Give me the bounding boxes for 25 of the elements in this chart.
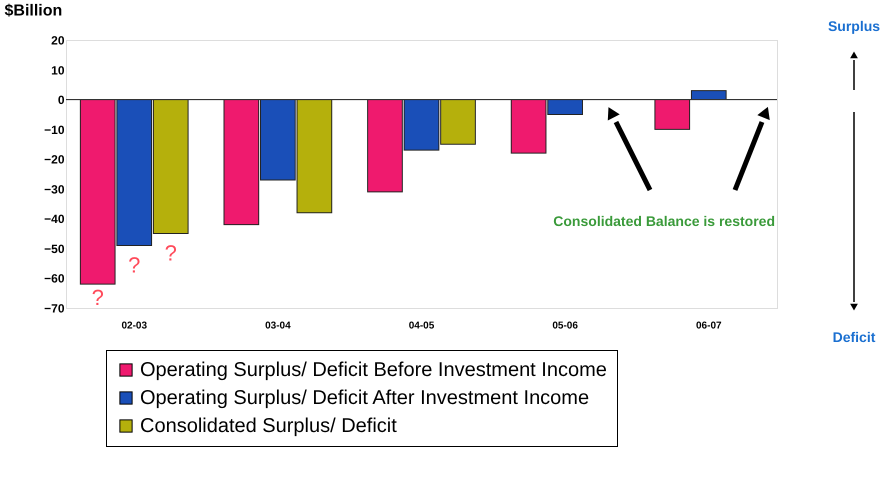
- y-tick-label: −10: [44, 122, 65, 137]
- legend-label: Consolidated Surplus/ Deficit: [140, 415, 398, 437]
- y-tick-label: −20: [44, 152, 65, 167]
- x-tick-label: 05-06: [552, 320, 578, 332]
- legend-label: Operating Surplus/ Deficit After Investment Income: [140, 387, 590, 409]
- annotation: ?: [128, 252, 140, 278]
- y-tick-label: −40: [44, 212, 65, 226]
- x-tick-label: 03-04: [265, 320, 292, 332]
- y-tick-label: 10: [51, 63, 65, 78]
- annotation: Consolidated Balance is restored: [553, 213, 775, 229]
- legend-label: Operating Surplus/ Deficit Before Investment Income: [140, 359, 607, 381]
- x-tick-label: 02-03: [121, 320, 148, 332]
- y-tick-label: −60: [44, 272, 65, 286]
- y-tick-label: −70: [44, 302, 65, 316]
- text: Deficit: [832, 329, 876, 345]
- annotation: ?: [164, 240, 177, 266]
- y-tick-label: 0: [58, 93, 65, 108]
- x-tick-label: 04-05: [408, 320, 435, 332]
- y-tick-label: −50: [44, 242, 65, 256]
- y-axis-title: $Billion: [4, 2, 62, 20]
- annotation: ?: [92, 285, 104, 310]
- text: Surplus: [828, 18, 880, 34]
- y-tick-label: −30: [44, 182, 65, 196]
- x-tick-label: 06-07: [696, 320, 722, 332]
- y-tick-label: 20: [51, 34, 65, 48]
